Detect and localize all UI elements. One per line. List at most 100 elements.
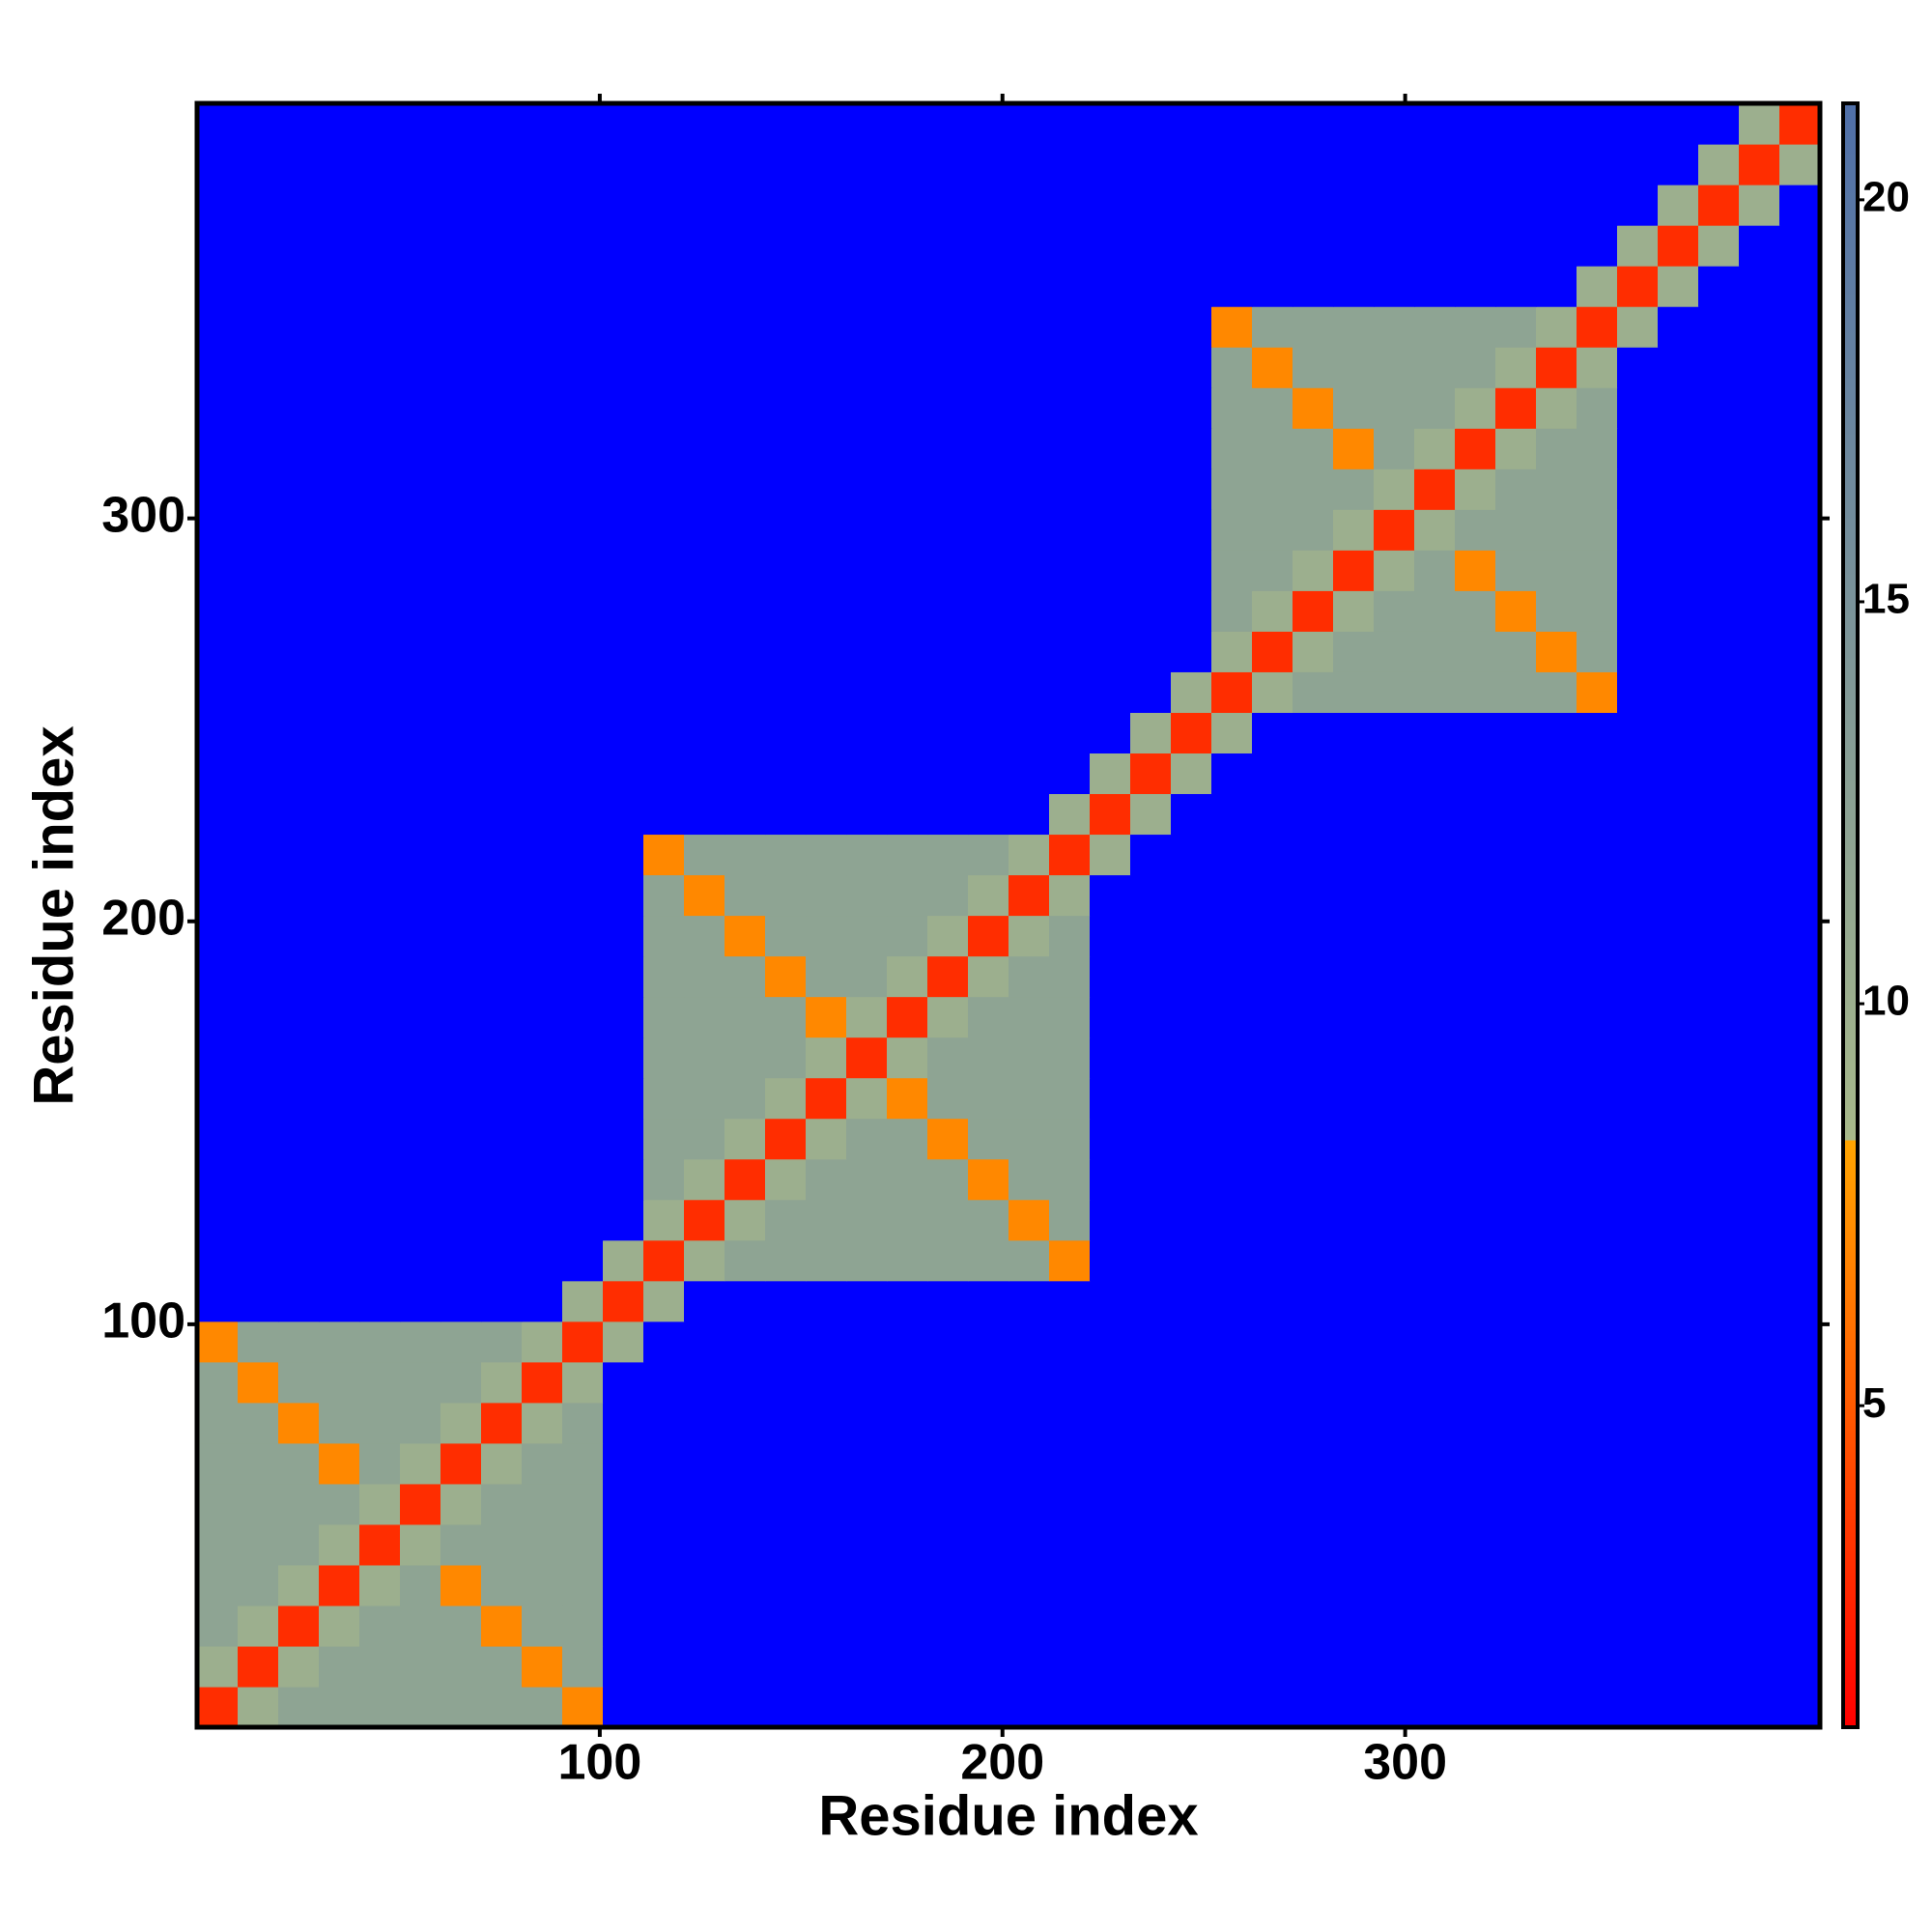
heatmap-cell [319, 1442, 360, 1485]
heatmap-cell [1211, 915, 1253, 957]
heatmap-cell [1130, 915, 1172, 957]
heatmap-cell [1617, 590, 1659, 632]
heatmap-cell [197, 1483, 239, 1525]
heatmap-cell [1211, 1199, 1253, 1241]
heatmap-cell [319, 1402, 360, 1444]
heatmap-cell [440, 1037, 482, 1079]
heatmap-cell [684, 955, 725, 998]
heatmap-cell [238, 1239, 279, 1282]
heatmap-cell [522, 1564, 563, 1606]
heatmap-cell [968, 834, 1009, 876]
heatmap-cell [968, 469, 1009, 510]
heatmap-cell [440, 1118, 482, 1160]
heatmap-cell [1495, 185, 1537, 226]
heatmap-cell [887, 185, 928, 226]
heatmap-cell [197, 428, 239, 469]
heatmap-cell [603, 631, 644, 672]
heatmap-cell [359, 469, 401, 510]
heatmap-cell [846, 1239, 888, 1282]
heatmap-cell [1739, 1077, 1780, 1120]
heatmap-cell [1455, 1037, 1496, 1079]
heatmap-cell [603, 712, 644, 753]
heatmap-cell [846, 469, 888, 510]
heatmap-cell [278, 671, 320, 713]
heatmap-cell [1171, 1361, 1212, 1404]
heatmap-cell [927, 1239, 969, 1282]
heatmap-cell [887, 1361, 928, 1404]
heatmap-cell [278, 996, 320, 1038]
heatmap-cell [765, 1442, 807, 1485]
heatmap-cell [440, 225, 482, 267]
heatmap-cell [1333, 834, 1375, 876]
heatmap-cell [359, 509, 401, 551]
heatmap-cell [1211, 1686, 1253, 1728]
heatmap-cell [197, 1442, 239, 1485]
heatmap-cell [400, 1645, 441, 1688]
heatmap-cell [278, 266, 320, 307]
heatmap-cell [359, 1483, 401, 1525]
heatmap-cell [1698, 915, 1740, 957]
heatmap-cell [481, 1645, 523, 1688]
heatmap-cell [1333, 590, 1375, 632]
heatmap-cell [1090, 834, 1131, 876]
heatmap-cell [1009, 1158, 1050, 1201]
heatmap-cell [1211, 387, 1253, 429]
heatmap-cell [1090, 1645, 1131, 1688]
heatmap-cell [1009, 1239, 1050, 1282]
heatmap-cell [1698, 793, 1740, 836]
heatmap-cell [724, 874, 766, 917]
heatmap-cell [481, 144, 523, 185]
heatmap-cell [1211, 103, 1253, 145]
heatmap-cell [1009, 1361, 1050, 1404]
heatmap-cell [643, 1158, 685, 1201]
heatmap-cell [1495, 955, 1537, 998]
heatmap-cell [481, 1564, 523, 1606]
heatmap-cell [1090, 996, 1131, 1038]
heatmap-cell [1130, 306, 1172, 348]
heatmap-cell [806, 915, 847, 957]
heatmap-cell [684, 387, 725, 429]
heatmap-cell [927, 1645, 969, 1688]
heatmap-cell [400, 1564, 441, 1606]
heatmap-cell [319, 347, 360, 388]
heatmap-cell [643, 793, 685, 836]
heatmap-cell [1455, 347, 1496, 388]
heatmap-cell [1577, 1523, 1618, 1566]
heatmap-cell [1658, 509, 1699, 551]
heatmap-cell [1414, 996, 1456, 1038]
heatmap-cell [1049, 753, 1091, 795]
heatmap-cell [319, 1199, 360, 1241]
heatmap-cell [846, 185, 888, 226]
heatmap-cell [522, 1605, 563, 1647]
heatmap-cell [846, 225, 888, 267]
heatmap-cell [684, 266, 725, 307]
heatmap-cell [684, 1037, 725, 1079]
heatmap-cell [765, 1483, 807, 1525]
heatmap-cell [1130, 1361, 1172, 1404]
heatmap-cell [522, 1686, 563, 1728]
heatmap-cell [522, 915, 563, 957]
heatmap-cell [1374, 753, 1415, 795]
heatmap-cell [1779, 631, 1821, 672]
heatmap-cell [1698, 225, 1740, 267]
heatmap-cell [1414, 266, 1456, 307]
heatmap-cell [724, 347, 766, 388]
heatmap-cell [643, 996, 685, 1038]
heatmap-cell [440, 996, 482, 1038]
heatmap-cell [1130, 509, 1172, 551]
heatmap-cell [1495, 915, 1537, 957]
y-tick-label: 200 [101, 890, 185, 946]
heatmap-cell [359, 103, 401, 145]
heatmap-cell [1698, 1402, 1740, 1444]
heatmap-cell [684, 874, 725, 917]
heatmap-cell [643, 753, 685, 795]
heatmap-cell [359, 144, 401, 185]
heatmap-cell [1090, 1077, 1131, 1120]
heatmap-cell [481, 266, 523, 307]
heatmap-cell [1739, 266, 1780, 307]
heatmap-cell [1779, 225, 1821, 267]
heatmap-cell [440, 387, 482, 429]
heatmap-cell [1739, 1118, 1780, 1160]
heatmap-cell [1333, 793, 1375, 836]
heatmap-cell [968, 996, 1009, 1038]
